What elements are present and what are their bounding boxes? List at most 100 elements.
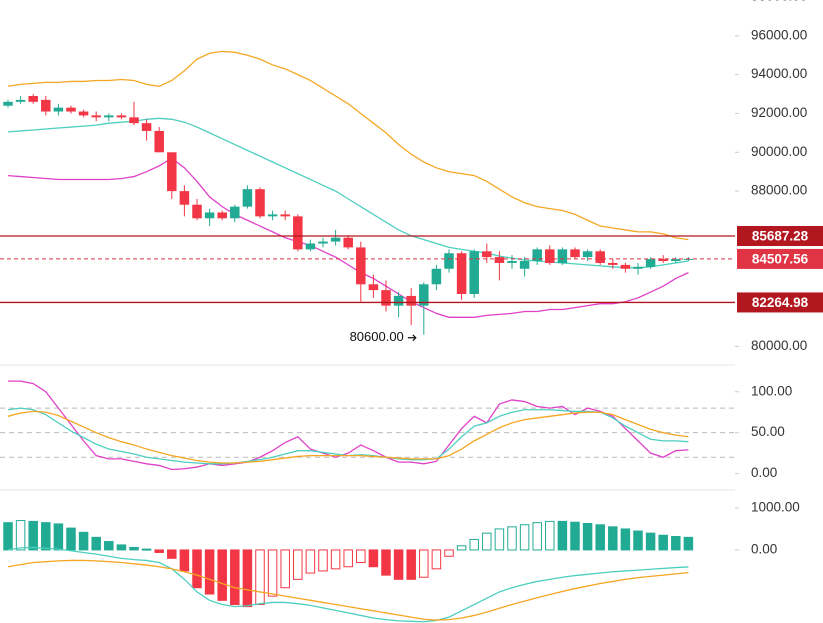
histogram-bar bbox=[230, 549, 240, 606]
histogram-bar bbox=[66, 527, 76, 551]
candle-body bbox=[507, 261, 517, 263]
candle-body bbox=[204, 212, 215, 219]
price-level-label: 82264.98 bbox=[752, 295, 809, 310]
histogram-bar bbox=[280, 549, 290, 589]
indicator-line bbox=[7, 157, 689, 318]
indicator-line bbox=[8, 380, 689, 471]
candle-body bbox=[671, 259, 681, 261]
price-level-label: 85687.28 bbox=[752, 229, 809, 244]
histogram-bar bbox=[406, 549, 416, 580]
candle-body bbox=[456, 253, 467, 294]
candle-body bbox=[582, 251, 593, 258]
candle-body bbox=[557, 249, 568, 263]
candle-body bbox=[368, 284, 379, 291]
y-tick-label: 92000.00 bbox=[751, 105, 807, 120]
histogram-bar bbox=[494, 528, 505, 551]
histogram-bar bbox=[545, 520, 555, 551]
candle-body bbox=[658, 259, 668, 261]
histogram-bar bbox=[683, 536, 694, 551]
histogram-bar bbox=[204, 549, 215, 595]
histogram-bar bbox=[381, 549, 391, 576]
candle-body bbox=[305, 243, 316, 250]
candle-body bbox=[141, 123, 152, 131]
candle-body bbox=[280, 214, 290, 217]
y-tick-label: 100.00 bbox=[751, 383, 792, 398]
y-tick-label: 96000.00 bbox=[751, 27, 807, 42]
histogram-bar bbox=[419, 549, 429, 578]
candle-body bbox=[444, 253, 454, 269]
annotation: 80600.00 bbox=[350, 329, 404, 344]
histogram-bar bbox=[104, 541, 114, 551]
histogram-bar bbox=[469, 538, 479, 551]
histogram-bar bbox=[78, 531, 89, 551]
candle-body bbox=[230, 206, 240, 219]
histogram-bar bbox=[330, 549, 341, 570]
y-tick-label: 94000.00 bbox=[751, 66, 807, 81]
candle-body bbox=[645, 259, 656, 267]
histogram-bar bbox=[242, 549, 253, 608]
candle-body bbox=[519, 261, 530, 269]
histogram-bar bbox=[519, 524, 530, 551]
histogram-bar bbox=[129, 546, 139, 551]
candle-body bbox=[469, 251, 479, 294]
histogram-bar bbox=[482, 532, 492, 551]
candle-body bbox=[104, 115, 114, 118]
histogram-bar bbox=[368, 549, 379, 568]
histogram-bar bbox=[608, 526, 618, 551]
histogram-bar bbox=[582, 522, 593, 551]
candle-body bbox=[431, 268, 442, 285]
indicator-line bbox=[7, 546, 689, 623]
candle-body bbox=[66, 107, 76, 112]
candle-body bbox=[116, 115, 127, 118]
histogram-bar bbox=[28, 520, 38, 551]
candle-body bbox=[53, 107, 64, 112]
candle-body bbox=[15, 99, 26, 102]
candle-body bbox=[545, 249, 555, 263]
last-price-label: 84507.56 bbox=[752, 251, 809, 266]
y-tick-label: 98000.00 bbox=[751, 0, 807, 4]
candle-body bbox=[532, 249, 542, 261]
y-tick-label: 0.00 bbox=[751, 465, 777, 480]
y-tick-label: 0.00 bbox=[751, 542, 777, 557]
candle-body bbox=[393, 295, 404, 306]
candle-body bbox=[406, 295, 416, 306]
histogram-bar bbox=[141, 548, 152, 551]
histogram-bar bbox=[179, 549, 190, 572]
y-tick-label: 80000.00 bbox=[751, 338, 807, 353]
candle-body bbox=[41, 99, 51, 112]
annotation-arrow bbox=[407, 334, 417, 342]
histogram-bar bbox=[53, 523, 64, 551]
candle-body bbox=[330, 237, 341, 242]
histogram-bar bbox=[167, 549, 177, 559]
candle-body bbox=[343, 237, 353, 248]
histogram-bar bbox=[620, 528, 631, 551]
histogram-bar bbox=[3, 522, 13, 551]
indicator-line bbox=[7, 117, 689, 269]
last-price-box bbox=[737, 248, 823, 269]
candle-body bbox=[3, 101, 13, 106]
histogram-bar bbox=[318, 549, 328, 572]
histogram-bar bbox=[507, 526, 517, 551]
histogram-bar bbox=[192, 549, 202, 589]
histogram-bar bbox=[532, 522, 542, 551]
histogram-bar bbox=[356, 549, 366, 564]
histogram-bar bbox=[557, 520, 568, 551]
candle-body bbox=[318, 241, 328, 244]
y-tick-label: 88000.00 bbox=[751, 183, 807, 198]
histogram-bar bbox=[305, 549, 316, 574]
candle-body bbox=[154, 130, 164, 153]
candle-body bbox=[129, 117, 139, 124]
histogram-bar bbox=[671, 536, 681, 551]
candle-body bbox=[608, 262, 618, 265]
candle-body bbox=[255, 189, 265, 217]
candle-body bbox=[494, 257, 505, 263]
candle-body bbox=[570, 249, 580, 258]
histogram-bar bbox=[645, 532, 656, 551]
indicator-line bbox=[7, 410, 689, 464]
price-level-box bbox=[737, 292, 823, 313]
histogram-bar bbox=[91, 536, 101, 551]
histogram-bar bbox=[431, 549, 442, 570]
indicator-line bbox=[7, 50, 689, 241]
histogram-bar bbox=[444, 549, 454, 557]
